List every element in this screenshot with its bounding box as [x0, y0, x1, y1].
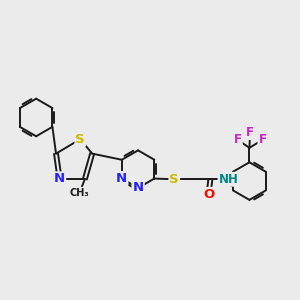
Text: N: N [116, 172, 128, 185]
Text: F: F [246, 126, 254, 139]
Text: N: N [54, 172, 65, 185]
Text: S: S [169, 173, 179, 186]
Text: N: N [133, 182, 144, 194]
Text: F: F [234, 134, 242, 146]
Text: NH: NH [218, 173, 239, 186]
Text: CH₃: CH₃ [70, 188, 89, 198]
Text: O: O [203, 188, 214, 201]
Text: F: F [258, 134, 266, 146]
Text: S: S [75, 133, 85, 146]
